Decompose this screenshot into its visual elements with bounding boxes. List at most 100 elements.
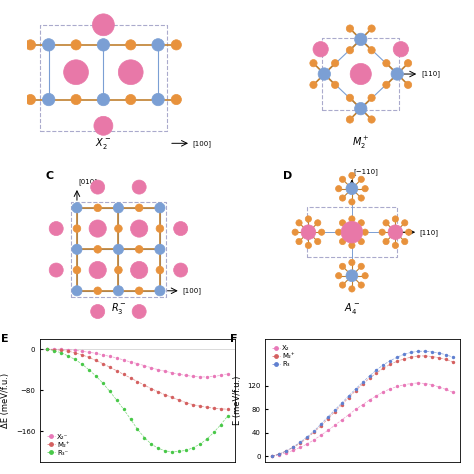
Text: [110]: [110] [421, 71, 440, 77]
Point [401, 381, 408, 389]
Circle shape [113, 286, 124, 296]
Circle shape [156, 225, 164, 232]
Point [317, 422, 325, 429]
Point [217, 421, 225, 428]
Point [401, 350, 408, 358]
Circle shape [97, 93, 109, 106]
Circle shape [92, 14, 114, 36]
Point [57, 346, 65, 353]
Circle shape [71, 94, 81, 105]
Circle shape [302, 226, 314, 238]
Circle shape [152, 93, 164, 106]
Point [269, 453, 276, 460]
Circle shape [71, 40, 81, 50]
Point [421, 347, 429, 355]
Point [414, 347, 422, 355]
Text: $R_3^-$: $R_3^-$ [110, 301, 127, 316]
Y-axis label: E (meV/f.u.): E (meV/f.u.) [233, 376, 242, 425]
Circle shape [331, 81, 339, 89]
Point [189, 401, 197, 409]
Point [175, 396, 183, 404]
Circle shape [339, 195, 346, 201]
Point [310, 427, 318, 435]
Circle shape [349, 216, 355, 222]
Circle shape [72, 244, 82, 255]
Circle shape [73, 266, 81, 274]
Point [78, 360, 86, 368]
Circle shape [339, 220, 346, 226]
Point [134, 426, 141, 433]
Point [155, 388, 162, 396]
Point [85, 366, 92, 374]
Circle shape [156, 266, 164, 274]
Point [224, 405, 231, 413]
Point [134, 378, 141, 385]
Circle shape [346, 46, 354, 54]
Point [120, 405, 128, 413]
Circle shape [383, 220, 389, 226]
Point [168, 369, 176, 377]
Circle shape [379, 229, 385, 235]
Text: D: D [283, 171, 292, 181]
Point [387, 357, 394, 365]
Point [78, 351, 86, 359]
Point [359, 380, 366, 388]
Point [189, 373, 197, 380]
Circle shape [113, 244, 124, 255]
Point [217, 372, 225, 379]
Point [401, 355, 408, 363]
Point [407, 353, 415, 361]
Point [387, 360, 394, 368]
Point [283, 447, 290, 455]
Point [373, 392, 380, 400]
Point [331, 421, 338, 429]
Circle shape [115, 266, 122, 274]
Point [217, 405, 225, 412]
Point [380, 388, 387, 395]
Circle shape [350, 64, 371, 84]
Circle shape [292, 229, 298, 235]
Point [359, 401, 366, 409]
Circle shape [130, 262, 148, 279]
Point [113, 367, 120, 374]
Circle shape [113, 203, 124, 213]
Circle shape [155, 244, 165, 255]
Circle shape [72, 203, 82, 213]
Circle shape [349, 242, 355, 248]
Point [162, 391, 169, 399]
Point [373, 366, 380, 374]
Point [141, 434, 148, 441]
Circle shape [115, 225, 122, 232]
Point [296, 439, 304, 447]
Point [449, 389, 456, 396]
Circle shape [388, 225, 403, 239]
Circle shape [346, 116, 354, 123]
Point [155, 445, 162, 452]
Circle shape [358, 238, 365, 245]
Circle shape [89, 262, 106, 279]
Circle shape [362, 229, 368, 235]
Point [127, 358, 134, 366]
Point [331, 406, 338, 414]
Point [345, 394, 353, 401]
Point [393, 353, 401, 361]
Circle shape [130, 220, 148, 237]
Point [345, 411, 353, 419]
Circle shape [390, 226, 401, 238]
Point [393, 383, 401, 390]
Circle shape [126, 94, 136, 105]
Circle shape [339, 263, 346, 270]
Point [269, 453, 276, 460]
Point [317, 420, 325, 428]
Circle shape [305, 216, 311, 222]
Circle shape [349, 199, 355, 205]
Circle shape [349, 286, 355, 292]
Point [92, 372, 100, 380]
Circle shape [341, 221, 363, 243]
Point [196, 402, 204, 410]
Circle shape [336, 185, 342, 192]
Text: C: C [46, 171, 54, 181]
Point [449, 358, 456, 365]
Point [50, 346, 58, 354]
Point [442, 385, 450, 393]
